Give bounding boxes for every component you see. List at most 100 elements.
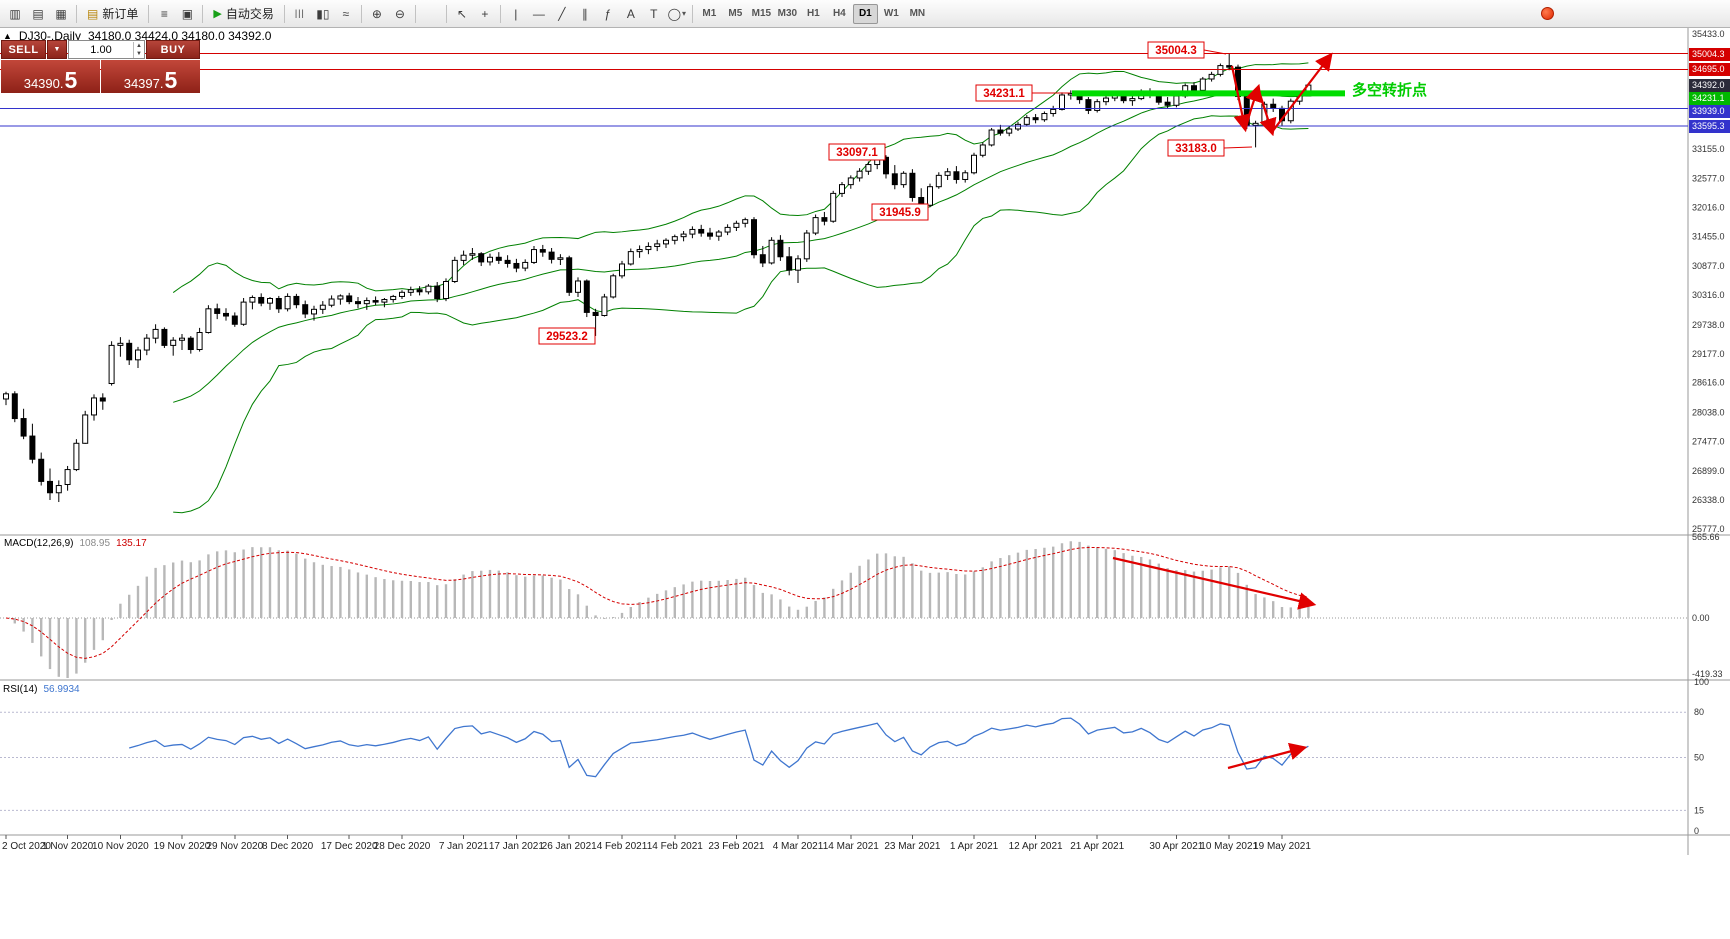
fibonacci-icon: ƒ xyxy=(604,6,612,21)
collapse-trade-panel-icon[interactable]: ▲ xyxy=(3,31,12,41)
svg-text:32016.0: 32016.0 xyxy=(1692,203,1725,213)
vertical-line-button[interactable]: | xyxy=(505,3,527,25)
svg-text:32577.0: 32577.0 xyxy=(1692,174,1725,184)
profiles-button[interactable]: ▤ xyxy=(27,3,49,25)
volume-stepper: ▲ ▼ xyxy=(133,41,144,58)
svg-text:25777.0: 25777.0 xyxy=(1692,524,1725,534)
svg-text:26338.0: 26338.0 xyxy=(1692,495,1725,505)
cursor-icon: ↖ xyxy=(456,6,467,21)
svg-text:19 May 2021: 19 May 2021 xyxy=(1253,841,1311,852)
zoom-in-button[interactable]: ⊕ xyxy=(366,3,388,25)
svg-text:0.00: 0.00 xyxy=(1692,613,1710,623)
tab-timeframe-m1[interactable]: M1 xyxy=(702,8,717,19)
sell-button[interactable]: SELL xyxy=(1,40,46,59)
tab-timeframe-d1[interactable]: D1 xyxy=(852,3,878,24)
autotrade-label: 自动交易 xyxy=(225,7,274,21)
shapes-button[interactable]: ◯ ▾ xyxy=(666,3,688,25)
cursor-button[interactable]: ↖ xyxy=(451,3,473,25)
crosshair-button[interactable]: + xyxy=(474,3,496,25)
svg-text:30316.0: 30316.0 xyxy=(1692,290,1725,300)
svg-text:34231.1: 34231.1 xyxy=(983,88,1025,100)
chevron-down-icon: ▾ xyxy=(682,9,687,18)
volume-input[interactable]: 1.00 ▲ ▼ xyxy=(68,40,145,59)
candle-chart-button[interactable]: ▮▯ xyxy=(312,3,334,25)
fibonacci-button[interactable]: ƒ xyxy=(597,3,619,25)
sell-price[interactable]: 34390. 5 xyxy=(1,60,100,93)
toolbar-separator xyxy=(445,4,447,23)
tile-windows-button[interactable] xyxy=(420,3,442,25)
svg-text:28 Dec 2020: 28 Dec 2020 xyxy=(374,841,431,852)
zoom-in-icon: ⊕ xyxy=(371,6,382,21)
svg-text:50: 50 xyxy=(1694,753,1704,763)
line-chart-button[interactable]: ≈ xyxy=(335,3,357,25)
order-type-dropdown[interactable]: ▼ xyxy=(47,40,67,59)
volume-value: 1.00 xyxy=(90,43,112,56)
svg-text:30 Apr 2021: 30 Apr 2021 xyxy=(1149,841,1203,852)
stepper-up-icon[interactable]: ▲ xyxy=(136,42,142,49)
trendline-icon: ╱ xyxy=(558,6,566,21)
tab-timeframe-m30[interactable]: M30 xyxy=(777,8,798,19)
svg-text:21 Apr 2021: 21 Apr 2021 xyxy=(1070,841,1124,852)
svg-text:26899.0: 26899.0 xyxy=(1692,466,1725,476)
zoom-out-icon: ⊖ xyxy=(394,6,405,21)
autotrade-play-icon: ▶ xyxy=(213,8,222,20)
toolbar-separator xyxy=(283,4,285,23)
profiles-icon: ▤ xyxy=(32,6,44,21)
price-chart-canvas[interactable]: 35433.0 33155.0 32577.0 32016.0 31455.0 30877… xyxy=(0,28,1730,939)
svg-text:31455.0: 31455.0 xyxy=(1692,231,1725,241)
svg-text:23 Mar 2021: 23 Mar 2021 xyxy=(884,841,941,852)
sell-price-big-digit: 5 xyxy=(64,67,78,93)
new-order-icon: ▤ xyxy=(87,6,99,21)
horizontal-line-button[interactable]: — xyxy=(528,3,550,25)
svg-text:10 May 2021: 10 May 2021 xyxy=(1200,841,1258,852)
toolbar-separator xyxy=(691,4,693,23)
text-label-button[interactable]: T xyxy=(643,3,665,25)
svg-text:80: 80 xyxy=(1694,707,1704,717)
trendline-button[interactable]: ╱ xyxy=(551,3,573,25)
toolbar-separator xyxy=(76,4,77,23)
community-icon[interactable] xyxy=(1541,7,1554,20)
tab-timeframe-w1[interactable]: W1 xyxy=(883,8,899,19)
buy-price[interactable]: 34397. 5 xyxy=(101,60,200,93)
data-window-button[interactable]: ▣ xyxy=(176,3,198,25)
svg-text:565.66: 565.66 xyxy=(1692,532,1720,542)
svg-text:0: 0 xyxy=(1694,826,1699,836)
svg-text:35004.3: 35004.3 xyxy=(1155,45,1197,57)
ohlc-values: 34180.0 34424.0 34180.0 34392.0 xyxy=(87,29,272,43)
tab-timeframe-m15[interactable]: M15 xyxy=(751,8,772,19)
text-icon: A xyxy=(626,6,635,21)
svg-text:7 Jan 2021: 7 Jan 2021 xyxy=(439,841,489,852)
dropdown-icon: ▼ xyxy=(53,46,61,53)
svg-text:10 Nov 2020: 10 Nov 2020 xyxy=(92,841,149,852)
new-order-button[interactable]: ▤ 新订单 xyxy=(81,3,144,25)
buy-button[interactable]: BUY xyxy=(146,40,200,59)
text-button[interactable]: A xyxy=(620,3,642,25)
stepper-down-icon[interactable]: ▼ xyxy=(136,50,142,57)
new-chart-button[interactable]: ▥ xyxy=(4,3,26,25)
autotrade-button[interactable]: ▶ 自动交易 xyxy=(207,3,279,25)
svg-text:29523.2: 29523.2 xyxy=(546,331,588,343)
symbol-period-title: DJ30-,Daily xyxy=(18,29,81,43)
svg-text:14 Feb 2021: 14 Feb 2021 xyxy=(647,841,704,852)
new-order-label: 新订单 xyxy=(102,7,139,21)
tab-timeframe-h4[interactable]: H4 xyxy=(832,8,846,19)
market-watch-button[interactable]: ≡ xyxy=(153,3,175,25)
bar-chart-icon: ||| xyxy=(294,8,305,18)
svg-text:2 Oct 2020: 2 Oct 2020 xyxy=(2,841,51,852)
tab-timeframe-h1[interactable]: H1 xyxy=(806,8,820,19)
buy-price-main: 34397. xyxy=(123,76,164,91)
channel-button[interactable]: ∥ xyxy=(574,3,596,25)
tab-timeframe-m5[interactable]: M5 xyxy=(728,8,743,19)
svg-text:26 Jan 2021: 26 Jan 2021 xyxy=(542,841,597,852)
buy-price-big-digit: 5 xyxy=(164,67,178,93)
tab-timeframe-mn[interactable]: MN xyxy=(909,8,926,19)
chart-list-icon: ▦ xyxy=(55,6,67,21)
svg-text:29 Nov 2020: 29 Nov 2020 xyxy=(206,841,263,852)
new-chart-icon: ▥ xyxy=(9,6,21,21)
market-watch-icon: ≡ xyxy=(160,6,168,21)
bar-chart-button[interactable]: ||| xyxy=(289,3,311,25)
svg-text:31945.9: 31945.9 xyxy=(879,207,921,219)
chart-area[interactable]: 35433.0 33155.0 32577.0 32016.0 31455.0 30877… xyxy=(0,28,1730,939)
chart-list-button[interactable]: ▦ xyxy=(50,3,72,25)
zoom-out-button[interactable]: ⊖ xyxy=(389,3,411,25)
